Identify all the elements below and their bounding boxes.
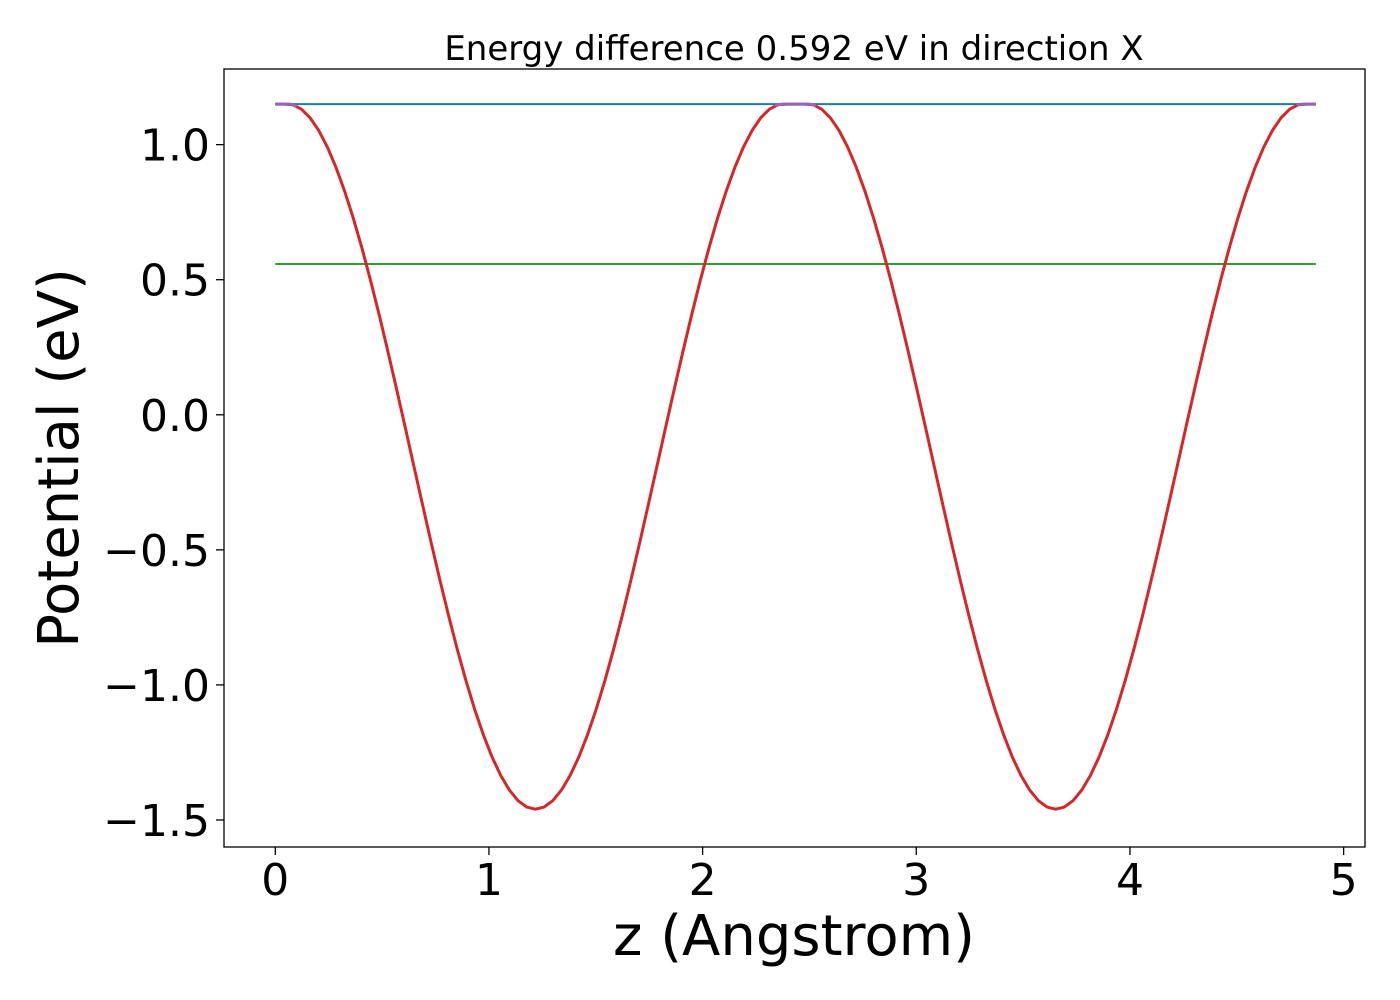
y-tick-label: 0.5 xyxy=(140,256,210,307)
barrier-top-segment xyxy=(275,102,298,108)
chart-title: Energy difference 0.592 eV in direction … xyxy=(444,29,1143,69)
y-tick-label: −1.5 xyxy=(103,796,210,847)
barrier-top-segment xyxy=(774,102,817,108)
plot-area xyxy=(275,102,1316,811)
y-tick-label: 0.0 xyxy=(140,391,210,442)
x-tick-label: 3 xyxy=(902,855,930,906)
x-tick-label: 1 xyxy=(475,855,503,906)
x-tick-label: 0 xyxy=(261,855,289,906)
plot-frame xyxy=(223,68,1366,848)
y-tick-label: 1.0 xyxy=(140,121,210,172)
x-tick-label: 5 xyxy=(1330,855,1358,906)
y-tick-label: −0.5 xyxy=(103,526,210,577)
potential-curve xyxy=(275,102,1316,811)
x-axis: 0 1 2 3 4 5 xyxy=(261,847,1358,906)
y-axis-label: Potential (eV) xyxy=(27,268,92,648)
y-tick-label: −1.0 xyxy=(103,661,210,712)
x-tick-label: 2 xyxy=(689,855,717,906)
y-axis: −1.5 −1.0 −0.5 0.0 0.5 1.0 xyxy=(103,121,224,847)
x-axis-label: z (Angstrom) xyxy=(613,904,975,969)
x-tick-label: 4 xyxy=(1116,855,1144,906)
barrier-top-segment xyxy=(1296,102,1316,107)
